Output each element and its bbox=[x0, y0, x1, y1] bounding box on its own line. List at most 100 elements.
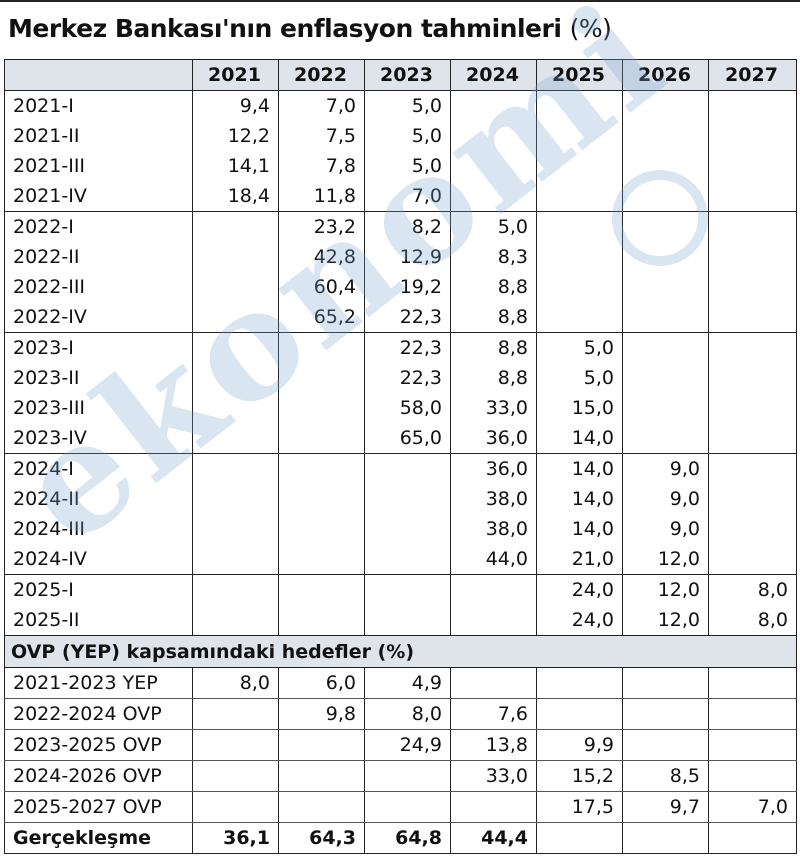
value-cell bbox=[192, 332, 279, 363]
value-cell: 7,8 bbox=[278, 151, 365, 181]
value-cell bbox=[622, 151, 709, 181]
row-label: 2024-IV bbox=[4, 544, 193, 575]
column-header: 2022 bbox=[278, 59, 365, 91]
value-cell bbox=[278, 544, 365, 575]
value-cell: 5,0 bbox=[364, 90, 451, 121]
row-label: 2025-I bbox=[4, 574, 193, 605]
forecast-row: 2023-I 22,3 8,8 5,0 bbox=[4, 332, 797, 363]
value-cell bbox=[708, 423, 797, 454]
value-cell bbox=[622, 181, 709, 212]
row-label: 2022-I bbox=[4, 211, 193, 242]
row-label: 2024-I bbox=[4, 453, 193, 484]
title-unit: (%) bbox=[569, 14, 612, 43]
value-cell bbox=[192, 272, 279, 302]
row-label: 2023-II bbox=[4, 363, 193, 393]
forecast-row: 2021-IV 18,4 11,8 7,0 bbox=[4, 181, 797, 212]
value-cell bbox=[278, 363, 365, 393]
value-cell: 6,0 bbox=[278, 667, 365, 699]
value-cell: 5,0 bbox=[536, 332, 623, 363]
value-cell: 5,0 bbox=[450, 211, 537, 242]
value-cell bbox=[278, 423, 365, 454]
value-cell: 65,2 bbox=[278, 302, 365, 333]
value-cell bbox=[364, 791, 451, 823]
value-cell bbox=[536, 667, 623, 699]
value-cell bbox=[622, 698, 709, 730]
value-cell: 36,0 bbox=[450, 453, 537, 484]
value-cell: 14,0 bbox=[536, 453, 623, 484]
title-text: Merkez Bankası'nın enflasyon tahminleri bbox=[8, 14, 562, 43]
value-cell bbox=[536, 211, 623, 242]
value-cell bbox=[708, 332, 797, 363]
value-cell bbox=[622, 211, 709, 242]
value-cell bbox=[622, 822, 709, 854]
value-cell bbox=[192, 605, 279, 636]
value-cell bbox=[364, 514, 451, 544]
value-cell: 9,8 bbox=[278, 698, 365, 730]
forecast-row: 2024-I 36,0 14,0 9,0 bbox=[4, 453, 797, 484]
row-label: 2021-IV bbox=[4, 181, 193, 212]
value-cell: 64,8 bbox=[364, 822, 451, 854]
value-cell bbox=[622, 729, 709, 761]
value-cell bbox=[450, 151, 537, 181]
value-cell: 8,0 bbox=[364, 698, 451, 730]
value-cell bbox=[192, 544, 279, 575]
value-cell: 9,9 bbox=[536, 729, 623, 761]
value-cell bbox=[364, 484, 451, 514]
value-cell bbox=[192, 211, 279, 242]
value-cell bbox=[192, 760, 279, 792]
value-cell: 14,0 bbox=[536, 484, 623, 514]
row-label: 2022-III bbox=[4, 272, 193, 302]
value-cell bbox=[622, 393, 709, 423]
forecast-row: 2024-II 38,0 14,0 9,0 bbox=[4, 484, 797, 514]
actual-row: Gerçekleşme 36,1 64,3 64,8 44,4 bbox=[4, 822, 797, 854]
page-title: Merkez Bankası'nın enflasyon tahminleri … bbox=[8, 14, 612, 43]
value-cell: 14,1 bbox=[192, 151, 279, 181]
row-label: 2024-II bbox=[4, 484, 193, 514]
value-cell bbox=[450, 90, 537, 121]
value-cell: 8,0 bbox=[708, 574, 797, 605]
value-cell: 9,0 bbox=[622, 453, 709, 484]
value-cell: 12,0 bbox=[622, 544, 709, 575]
value-cell: 18,4 bbox=[192, 181, 279, 212]
value-cell bbox=[278, 514, 365, 544]
value-cell bbox=[192, 453, 279, 484]
value-cell: 24,0 bbox=[536, 605, 623, 636]
value-cell: 24,0 bbox=[536, 574, 623, 605]
value-cell bbox=[622, 332, 709, 363]
value-cell bbox=[708, 242, 797, 272]
value-cell: 24,9 bbox=[364, 729, 451, 761]
row-label: 2024-2026 OVP bbox=[4, 760, 193, 792]
forecast-row: 2021-I 9,4 7,0 5,0 bbox=[4, 90, 797, 121]
value-cell: 8,0 bbox=[708, 605, 797, 636]
value-cell bbox=[192, 574, 279, 605]
forecast-row: 2023-IV 65,0 36,0 14,0 bbox=[4, 423, 797, 454]
value-cell: 12,9 bbox=[364, 242, 451, 272]
header-corner bbox=[4, 59, 193, 91]
target-row: 2024-2026 OVP 33,0 15,2 8,5 bbox=[4, 760, 797, 792]
forecast-row: 2021-III 14,1 7,8 5,0 bbox=[4, 151, 797, 181]
value-cell bbox=[622, 272, 709, 302]
column-header: 2025 bbox=[536, 59, 623, 91]
value-cell bbox=[536, 242, 623, 272]
value-cell bbox=[192, 302, 279, 333]
value-cell: 19,2 bbox=[364, 272, 451, 302]
value-cell: 9,0 bbox=[622, 514, 709, 544]
forecast-row: 2025-I 24,0 12,0 8,0 bbox=[4, 574, 797, 605]
value-cell: 9,0 bbox=[622, 484, 709, 514]
value-cell bbox=[364, 760, 451, 792]
value-cell: 8,8 bbox=[450, 332, 537, 363]
value-cell bbox=[708, 302, 797, 333]
value-cell: 7,0 bbox=[708, 791, 797, 823]
value-cell: 17,5 bbox=[536, 791, 623, 823]
value-cell bbox=[192, 363, 279, 393]
value-cell bbox=[450, 121, 537, 151]
value-cell: 14,0 bbox=[536, 423, 623, 454]
value-cell bbox=[192, 393, 279, 423]
header-row: 2021 2022 2023 2024 2025 2026 2027 bbox=[4, 59, 797, 91]
inflation-forecast-table: 2021 2022 2023 2024 2025 2026 2027 2021-I 9,4 7,… bbox=[4, 59, 797, 854]
value-cell bbox=[708, 484, 797, 514]
value-cell: 22,3 bbox=[364, 302, 451, 333]
value-cell bbox=[278, 484, 365, 514]
value-cell bbox=[450, 605, 537, 636]
value-cell bbox=[450, 181, 537, 212]
